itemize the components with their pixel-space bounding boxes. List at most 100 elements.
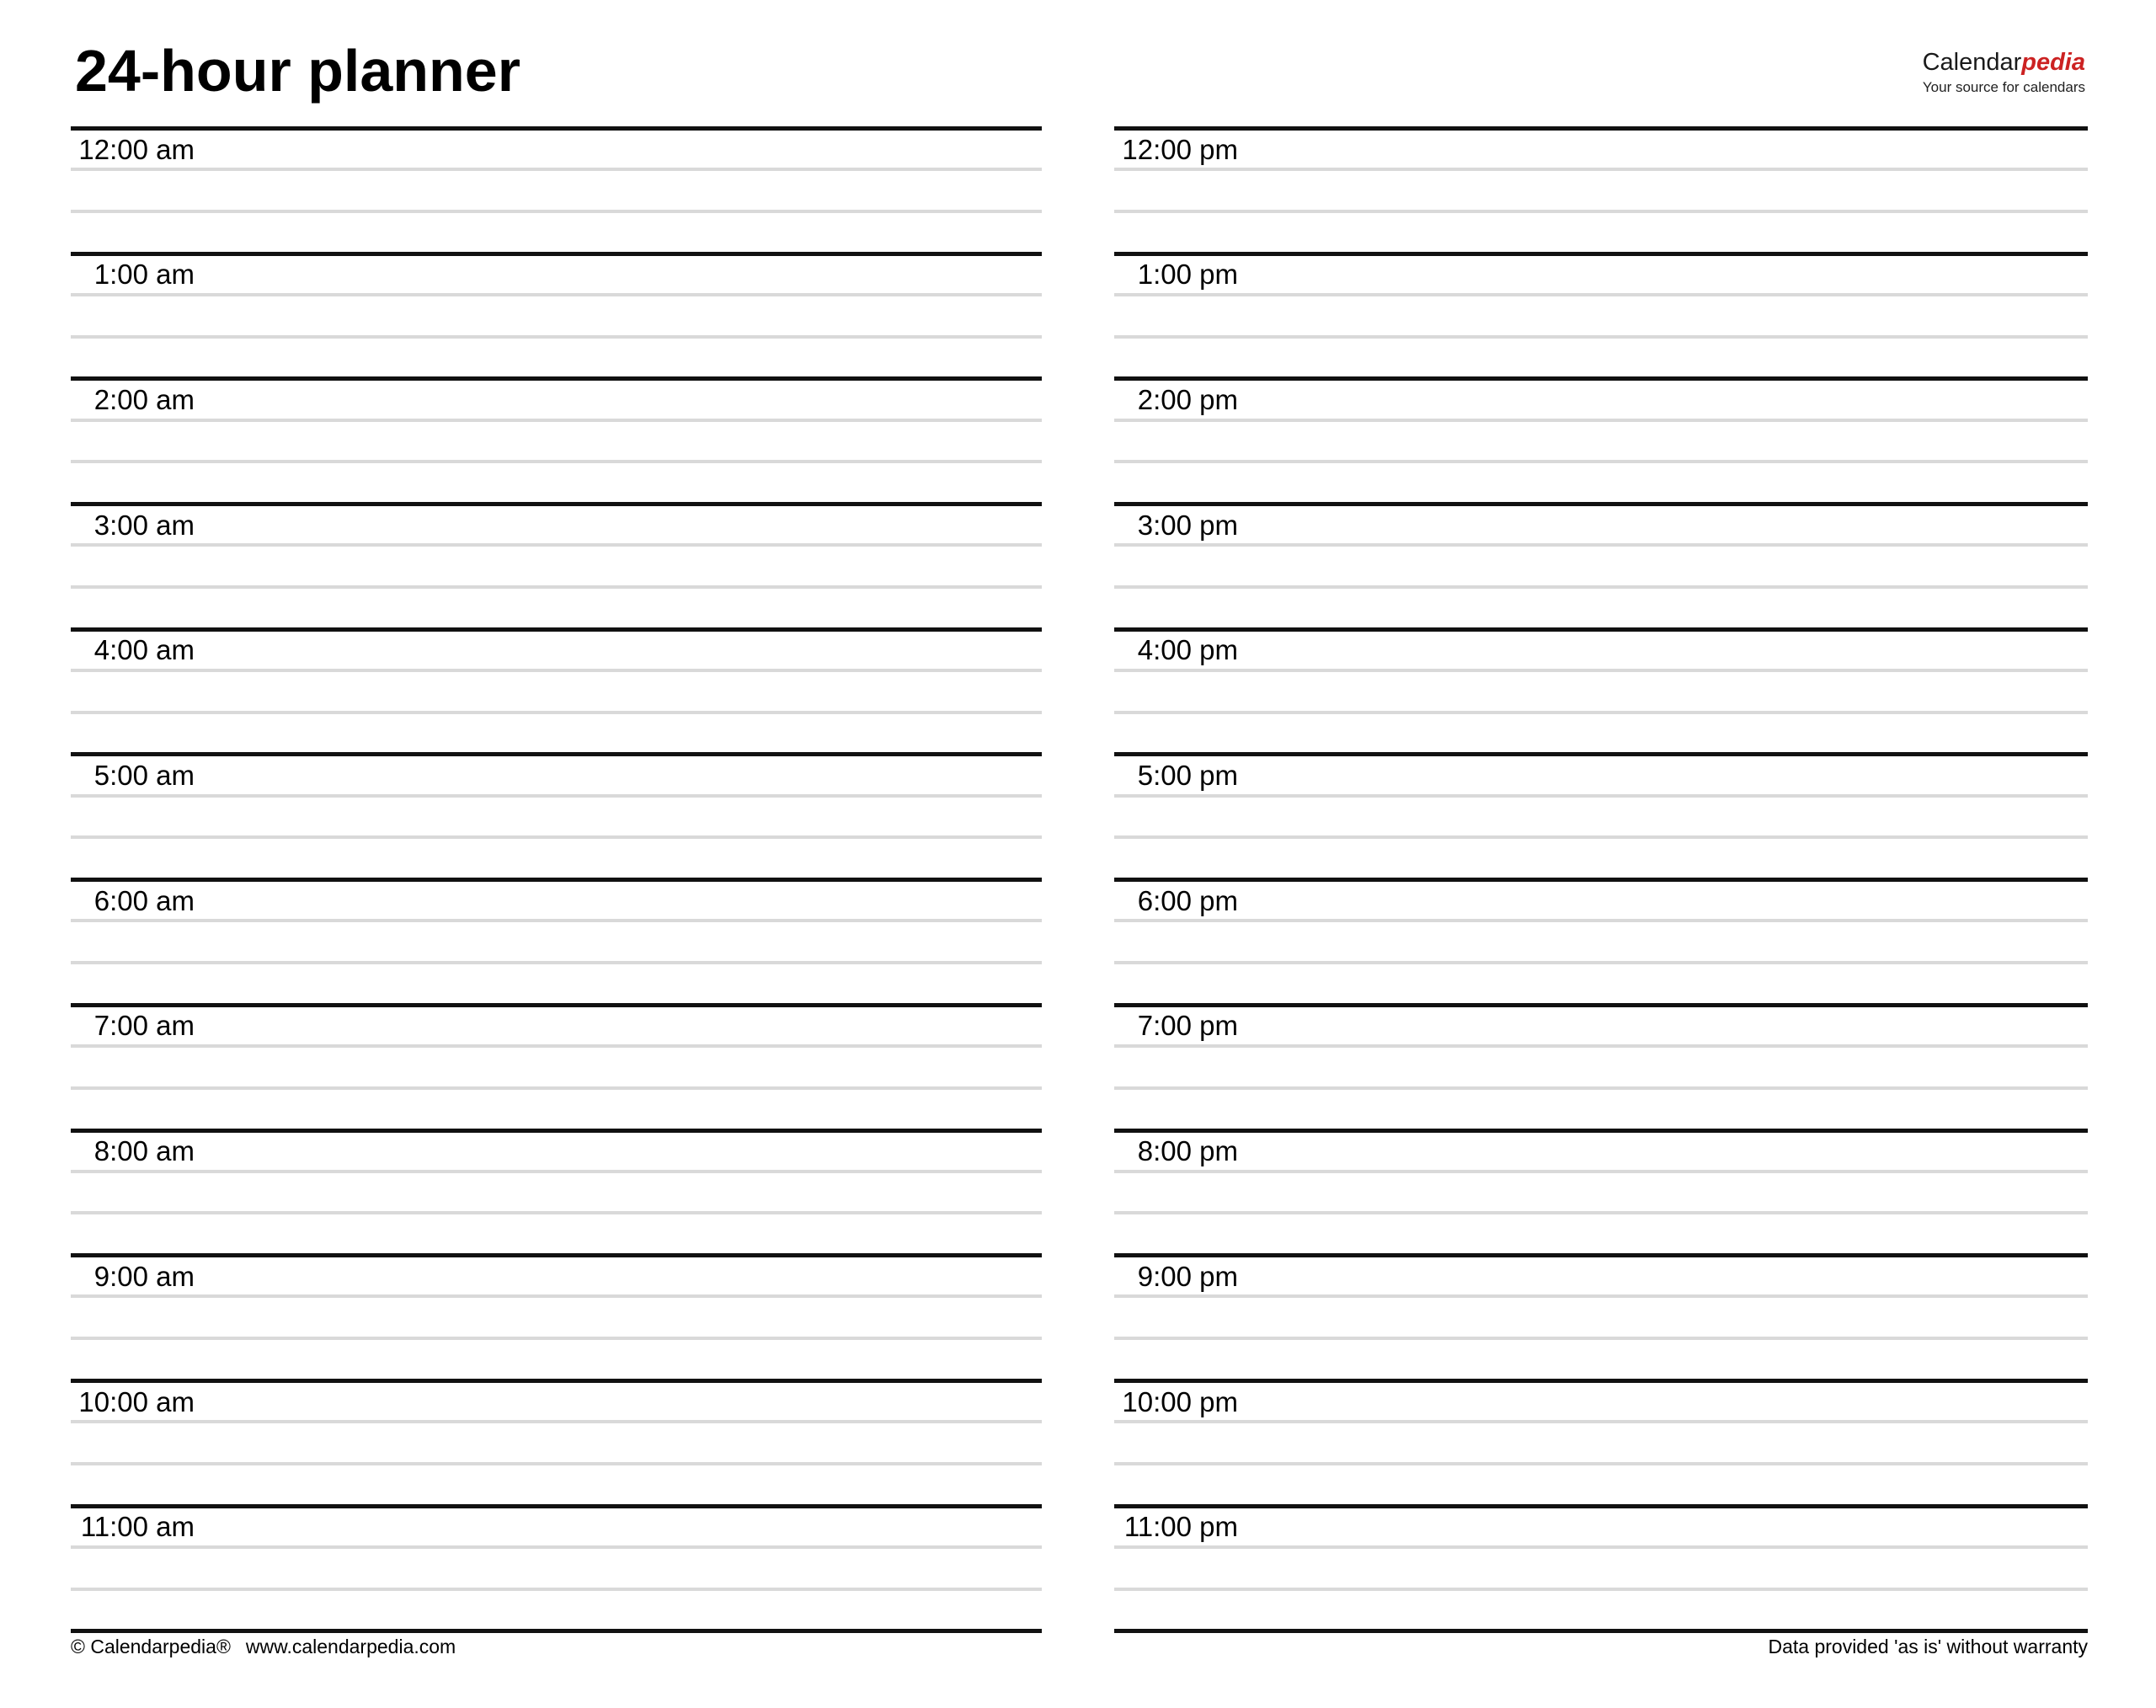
writing-line-row: [71, 1549, 1042, 1591]
hour-label-row: 8:00 pm: [1114, 1133, 2088, 1173]
hour-block: 2:00 pm: [1114, 376, 2088, 502]
hour-label: 11:00 pm: [1123, 1511, 1238, 1543]
hour-block: 6:00 pm: [1114, 878, 2088, 1003]
writing-space-row: [1114, 1214, 2088, 1253]
writing-line-row: [1114, 171, 2088, 213]
writing-line-row: [71, 1298, 1042, 1341]
hour-label: 9:00 am: [93, 1260, 195, 1292]
writing-line-row: [1114, 296, 2088, 339]
writing-line-row: [71, 922, 1042, 965]
logo-tagline: Your source for calendars: [1922, 79, 2085, 95]
hour-label: 7:00 pm: [1137, 1010, 1238, 1042]
hour-label-row: 1:00 am: [71, 256, 1042, 296]
am-column: 12:00 am 1:00 am 2:00 am 3:00 am 4:00 am 5:00…: [71, 126, 1042, 1634]
hour-label: 1:00 am: [93, 259, 195, 291]
hour-block: 3:00 am: [71, 502, 1042, 627]
hour-label-row: 2:00 am: [71, 381, 1042, 422]
hour-block: 9:00 pm: [1114, 1253, 2088, 1379]
hour-label: 5:00 pm: [1137, 760, 1238, 792]
writing-line-row: [1114, 1549, 2088, 1591]
hour-block: 7:00 am: [71, 1002, 1042, 1129]
writing-line-row: [71, 422, 1042, 464]
hour-label: 3:00 pm: [1137, 509, 1238, 541]
hour-label: 2:00 am: [93, 384, 195, 416]
pm-column: 12:00 pm 1:00 pm 2:00 pm 3:00 pm 4:00 pm 5:00…: [1114, 126, 2088, 1634]
hour-label: 6:00 pm: [1137, 884, 1238, 916]
writing-space-row: [1114, 1591, 2088, 1630]
hour-label: 2:00 pm: [1137, 384, 1238, 416]
hour-label: 1:00 pm: [1137, 259, 1238, 291]
hour-label: 10:00 pm: [1122, 1385, 1238, 1417]
writing-line-row: [1114, 1423, 2088, 1465]
hour-label: 12:00 pm: [1122, 133, 1238, 165]
footer-disclaimer: Data provided 'as is' without warranty: [1768, 1636, 2088, 1657]
writing-line-row: [1114, 922, 2088, 965]
hour-label-row: 10:00 am: [71, 1383, 1042, 1424]
hour-block: 1:00 am: [71, 251, 1042, 377]
hour-block: 11:00 pm: [1114, 1503, 2088, 1630]
hour-block: 9:00 am: [71, 1253, 1042, 1379]
writing-line-row: [71, 547, 1042, 590]
hour-block: 4:00 am: [71, 627, 1042, 753]
logo-wordmark: Calendarpedia: [1923, 51, 2085, 75]
logo-text-pedia: pedia: [2021, 49, 2085, 76]
hour-block: 8:00 am: [71, 1128, 1042, 1254]
writing-space-row: [1114, 589, 2088, 627]
writing-space-row: [71, 1214, 1042, 1253]
writing-space-row: [71, 1340, 1042, 1379]
hour-label: 7:00 am: [93, 1010, 195, 1042]
hour-label-row: 4:00 am: [71, 632, 1042, 673]
writing-space-row: [71, 463, 1042, 502]
writing-line-row: [71, 171, 1042, 213]
hour-label-row: 11:00 pm: [1114, 1508, 2088, 1549]
footer-url[interactable]: www.calendarpedia.com: [245, 1636, 456, 1657]
hour-label: 9:00 pm: [1137, 1260, 1238, 1292]
writing-line-row: [71, 672, 1042, 714]
hour-label: 3:00 am: [93, 509, 195, 541]
writing-line-row: [1114, 1298, 2088, 1341]
hour-label-row: 3:00 am: [71, 506, 1042, 547]
writing-line-row: [1114, 672, 2088, 714]
writing-line-row: [1114, 422, 2088, 464]
writing-line-row: [71, 1048, 1042, 1090]
hour-label: 8:00 am: [93, 1135, 195, 1167]
hour-label: 11:00 am: [80, 1511, 195, 1543]
hour-block: 2:00 am: [71, 376, 1042, 502]
writing-space-row: [1114, 213, 2088, 252]
writing-space-row: [71, 1090, 1042, 1129]
hour-block: 1:00 pm: [1114, 251, 2088, 377]
writing-space-row: [1114, 714, 2088, 753]
writing-line-row: [71, 296, 1042, 339]
hour-block: 10:00 pm: [1114, 1378, 2088, 1504]
hour-label: 5:00 am: [93, 760, 195, 792]
hour-label-row: 1:00 pm: [1114, 256, 2088, 296]
hour-label-row: 8:00 am: [71, 1133, 1042, 1173]
writing-space-row: [71, 1465, 1042, 1504]
hour-block: 11:00 am: [71, 1503, 1042, 1630]
writing-space-row: [1114, 964, 2088, 1003]
hour-label-row: 2:00 pm: [1114, 381, 2088, 422]
writing-space-row: [1114, 1465, 2088, 1504]
writing-line-row: [71, 1423, 1042, 1465]
hour-block: 6:00 am: [71, 878, 1042, 1003]
writing-space-row: [1114, 1340, 2088, 1379]
writing-space-row: [71, 213, 1042, 252]
hour-label-row: 12:00 pm: [1114, 131, 2088, 172]
hour-block: 12:00 am: [71, 126, 1042, 252]
hour-block: 10:00 am: [71, 1378, 1042, 1504]
writing-space-row: [71, 339, 1042, 377]
hour-label-row: 12:00 am: [71, 131, 1042, 172]
calendarpedia-logo: Calendarpedia Your source for calendars: [1922, 51, 2085, 95]
hour-block: 7:00 pm: [1114, 1002, 2088, 1129]
hour-label-row: 4:00 pm: [1114, 632, 2088, 673]
hour-label-row: 9:00 am: [71, 1257, 1042, 1299]
writing-space-row: [1114, 339, 2088, 377]
writing-line-row: [1114, 798, 2088, 840]
hour-label-row: 7:00 am: [71, 1007, 1042, 1049]
writing-line-row: [71, 1173, 1042, 1215]
writing-space-row: [71, 839, 1042, 878]
hour-label-row: 5:00 pm: [1114, 756, 2088, 798]
writing-space-row: [71, 589, 1042, 627]
hour-label-row: 10:00 pm: [1114, 1383, 2088, 1424]
